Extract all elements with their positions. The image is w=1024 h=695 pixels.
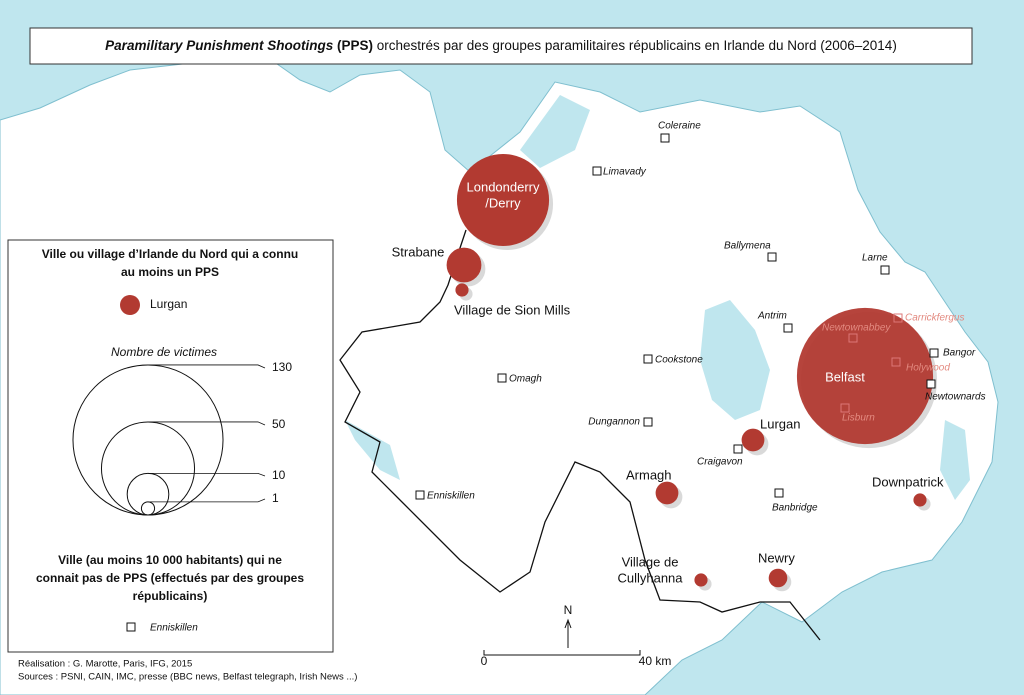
town-label: Newtownards — [925, 392, 986, 403]
pps-label: Cullyhanna — [617, 570, 683, 585]
pps-circle — [741, 428, 765, 452]
pps-circle — [455, 283, 469, 297]
town-square — [643, 417, 653, 427]
town-label: Antrim — [757, 311, 787, 322]
pps-circle — [456, 153, 550, 247]
legend-heading: connait pas de PPS (effectués par des gr… — [36, 571, 304, 585]
layer: Ville ou village d’Irlande du Nord qui a… — [36, 121, 986, 634]
town-square — [767, 252, 777, 262]
title: Paramilitary Punishment Shootings (PPS) … — [105, 38, 897, 53]
town-label: Cookstone — [655, 355, 703, 366]
legend-heading: républicains) — [133, 589, 208, 603]
town-square — [840, 403, 850, 413]
legend-heading: au moins un PPS — [121, 265, 219, 279]
town-label: Enniskillen — [427, 491, 475, 502]
pps-circle — [446, 247, 482, 283]
town-label: Bangor — [943, 348, 976, 359]
scale-bar — [483, 650, 641, 656]
town-label: Carrickfergus — [905, 313, 964, 324]
town-square — [497, 373, 507, 383]
strangford-lough — [940, 420, 970, 500]
leader — [148, 421, 266, 426]
legend-square — [126, 622, 136, 632]
town-square — [880, 265, 890, 275]
pps-label: Newry — [758, 550, 795, 565]
town-square — [783, 323, 793, 333]
title-italic: Paramilitary Punishment Shootings — [105, 38, 334, 53]
pps-label: Strabane — [392, 244, 445, 259]
town-square — [643, 354, 653, 364]
pps-label: Village de Sion Mills — [454, 302, 571, 317]
legend-heading: Ville ou village d’Irlande du Nord qui a… — [42, 247, 298, 261]
town-label: Craigavon — [697, 457, 743, 468]
pps-label: /Derry — [485, 195, 521, 210]
town-label: Omagh — [509, 374, 542, 385]
legend-example: Lurgan — [150, 297, 187, 311]
leader — [148, 472, 266, 477]
town-label: Dungannon — [588, 417, 640, 428]
legend-value: 1 — [272, 491, 279, 505]
lough-foyle — [520, 95, 590, 168]
pps-circle — [768, 568, 788, 588]
legend-heading: Ville (au moins 10 000 habitants) qui ne — [58, 553, 282, 567]
title-bold: (PPS) — [337, 38, 373, 53]
town-square — [848, 333, 858, 343]
town-label: Banbridge — [772, 503, 818, 514]
town-label: Newtownabbey — [822, 323, 891, 334]
pps-label: Londonderry — [467, 179, 540, 194]
title-rest: orchestrés par des groupes paramilitaire… — [377, 38, 897, 53]
credit: Sources : PSNI, CAIN, IMC, presse (BBC n… — [18, 672, 357, 683]
legend-box — [7, 239, 334, 653]
legend-value: 130 — [272, 360, 292, 374]
credit: Réalisation : G. Marotte, Paris, IFG, 20… — [18, 659, 192, 670]
scale-end: 40 km — [639, 654, 672, 668]
pps-circle — [694, 573, 708, 587]
pps-label: Village de — [622, 554, 679, 569]
town-label: Holywood — [906, 363, 950, 374]
town-square — [660, 133, 670, 143]
pps-circle — [796, 307, 934, 445]
scale-start: 0 — [481, 654, 488, 668]
legend-value: 10 — [272, 468, 286, 482]
town-square — [891, 357, 901, 367]
town-square — [926, 379, 936, 389]
town-label: Coleraine — [658, 121, 701, 132]
pps-circle — [913, 493, 927, 507]
legend-scale-title: Nombre de victimes — [111, 345, 217, 359]
pps-label: Downpatrick — [872, 474, 944, 489]
legend-example: Enniskillen — [150, 623, 198, 634]
town-square — [774, 488, 784, 498]
border — [339, 229, 821, 641]
pps-label: Lurgan — [760, 416, 800, 431]
town-label: Limavady — [603, 167, 647, 178]
town-label: Ballymena — [724, 241, 771, 252]
lough-neagh — [700, 300, 770, 420]
title-box — [29, 27, 973, 65]
town-label: Lisburn — [842, 413, 875, 424]
north-arrow-head — [564, 618, 572, 629]
town-square — [592, 166, 602, 176]
town-label: Larne — [862, 253, 888, 264]
legend-symbol — [120, 295, 140, 315]
leader — [148, 498, 266, 503]
north: N — [564, 603, 573, 617]
pps-label: Belfast — [825, 369, 865, 384]
town-square — [415, 490, 425, 500]
lough-erne — [345, 420, 400, 480]
pps-label: Armagh — [626, 467, 672, 482]
legend-value: 50 — [272, 417, 286, 431]
town-square — [929, 348, 939, 358]
town-square — [733, 444, 743, 454]
leader — [148, 364, 266, 369]
pps-circle — [655, 481, 679, 505]
town-square — [893, 313, 903, 323]
